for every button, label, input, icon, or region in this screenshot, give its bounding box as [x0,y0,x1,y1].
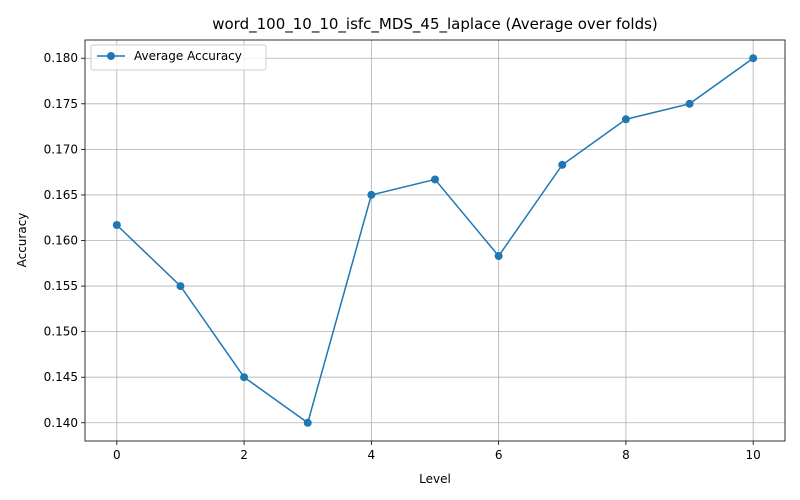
y-tick-label: 0.170 [44,142,78,156]
y-tick-label: 0.165 [44,188,78,202]
y-tick-label: 0.160 [44,234,78,248]
axis-ticks: 0 2 4 6 8 10 0.140 0.145 0.150 0.155 0.160 0.165 0.1… [44,51,761,462]
data-point [176,282,185,291]
data-point [303,418,312,427]
y-tick-label: 0.175 [44,97,78,111]
grid [85,40,785,441]
y-tick-label: 0.150 [44,325,78,339]
data-point [240,373,249,382]
y-tick-label: 0.140 [44,416,78,430]
x-tick-label: 8 [622,448,630,462]
legend-marker [107,52,115,60]
data-point [367,190,376,199]
y-tick-label: 0.180 [44,51,78,65]
legend-box [90,44,267,71]
data-point [749,54,758,63]
data-point [431,175,439,184]
data-point [112,221,121,230]
x-tick-label: 0 [113,448,121,462]
series-layer [112,54,758,427]
data-point [621,115,630,124]
x-tick-label: 10 [746,448,761,462]
legend-label: Average Accuracy [134,49,242,63]
x-tick-label: 6 [495,448,503,462]
data-point [494,251,503,260]
data-point [685,99,694,108]
x-axis-label: Level [419,472,451,486]
y-tick-label: 0.155 [44,279,78,293]
x-tick-label: 4 [368,448,376,462]
y-axis-label: Accuracy [15,213,29,268]
legend: Average Accuracy [90,44,267,71]
x-tick-label: 2 [240,448,248,462]
y-tick-label: 0.145 [44,370,78,384]
plot-frame [84,39,786,442]
chart-title: word_100_10_10_isfc_MDS_45_laplace (Aver… [212,15,658,34]
data-point [558,160,567,169]
